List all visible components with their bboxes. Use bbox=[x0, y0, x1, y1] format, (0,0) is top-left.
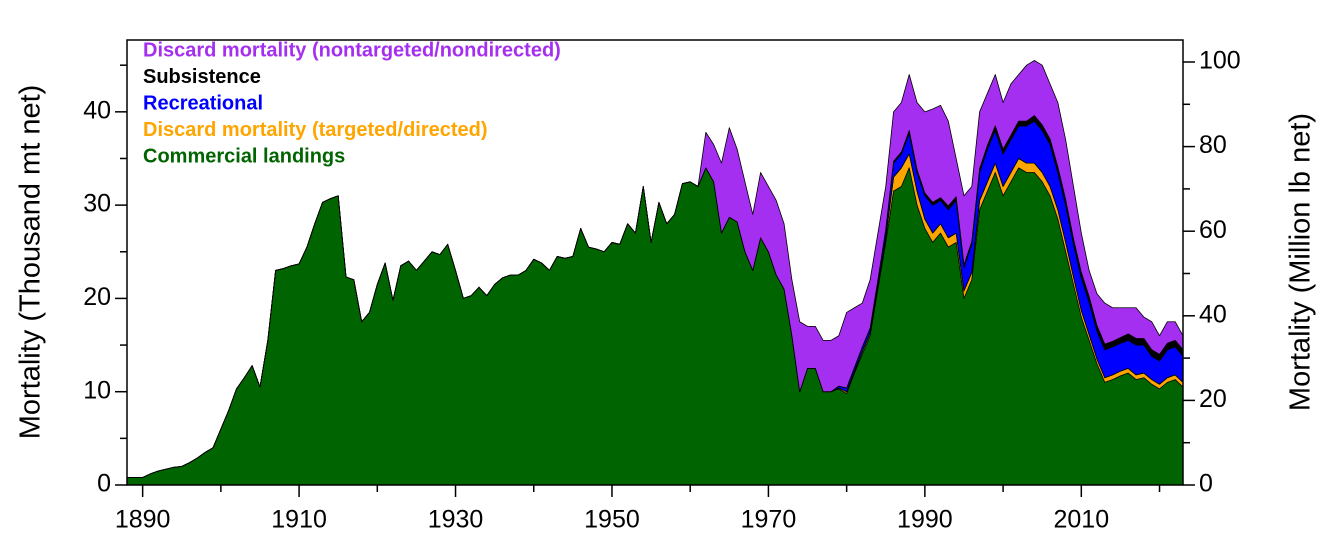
y-tick-label: 10 bbox=[83, 376, 111, 404]
x-tick-label: 1910 bbox=[271, 506, 327, 534]
y-axis-label: Mortality (Thousand mt net) bbox=[15, 85, 47, 440]
plot-frame bbox=[126, 39, 1184, 486]
y-tick-label: 30 bbox=[83, 190, 111, 218]
x-tick-label: 1990 bbox=[897, 506, 953, 534]
y-tick-label: 0 bbox=[97, 470, 111, 498]
x-tick-label: 1970 bbox=[741, 506, 797, 534]
y2-tick-label: 0 bbox=[1199, 470, 1213, 498]
y2-tick-label: 100 bbox=[1199, 47, 1241, 75]
y2-tick-label: 20 bbox=[1199, 385, 1227, 413]
y-tick-label: 40 bbox=[83, 96, 111, 124]
legend-label: Commercial landings bbox=[143, 145, 345, 167]
legend-label: Recreational bbox=[143, 92, 263, 114]
y2-tick-label: 60 bbox=[1199, 216, 1227, 244]
y2-tick-label: 80 bbox=[1199, 131, 1227, 159]
x-tick-label: 2010 bbox=[1053, 506, 1109, 534]
legend-label: Discard mortality (targeted/directed) bbox=[143, 119, 488, 141]
area bbox=[126, 167, 1184, 486]
x-tick-label: 1950 bbox=[584, 506, 640, 534]
x-tick-label: 1890 bbox=[115, 506, 171, 534]
x-tick-label: 1930 bbox=[428, 506, 484, 534]
legend-label: Subsistence bbox=[143, 66, 261, 88]
legend-label: Discard mortality (nontargeted/nondirect… bbox=[143, 39, 561, 61]
y2-axis-label: Mortality (Million lb net) bbox=[1285, 113, 1317, 411]
y-tick-label: 20 bbox=[83, 283, 111, 311]
y2-tick-label: 40 bbox=[1199, 300, 1227, 328]
